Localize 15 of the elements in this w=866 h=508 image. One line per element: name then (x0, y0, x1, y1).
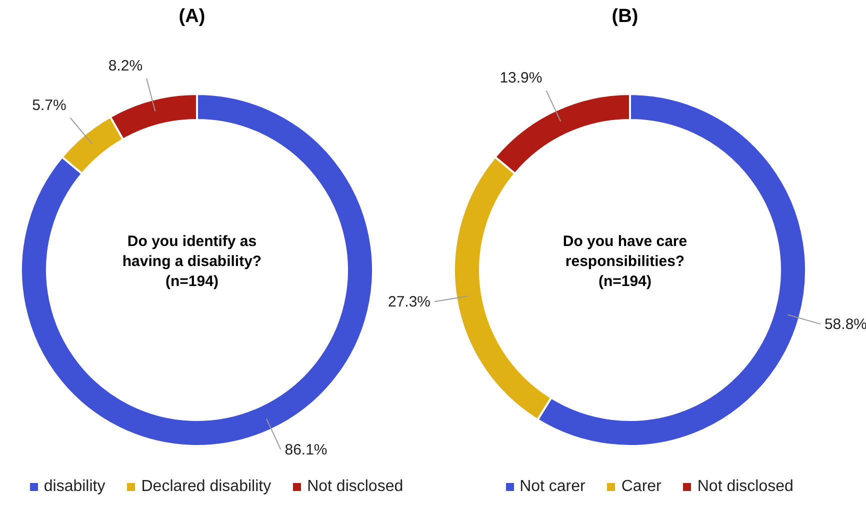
chart-title: (A) (178, 6, 206, 28)
data-label: 27.3% (388, 294, 431, 311)
text: Do you identify as having a disability? (n=194) (121, 232, 263, 292)
legend-label: Carer (621, 478, 662, 496)
chart-title: (B) (610, 6, 640, 28)
data-label: 86.1% (284, 441, 328, 458)
legend-label: disability (44, 478, 106, 496)
data-label: 13.9% (500, 70, 542, 87)
legend-label: Declared disability (141, 478, 272, 496)
data-label: 8.2% (108, 58, 143, 75)
text: Do you have care responsibilities? (n=194) (562, 232, 688, 292)
legend-label: Not carer (520, 478, 586, 496)
legend-label: Not disclosed (307, 478, 404, 496)
legend-label: Not disclosed (697, 478, 794, 496)
data-label: 5.7% (32, 96, 66, 114)
